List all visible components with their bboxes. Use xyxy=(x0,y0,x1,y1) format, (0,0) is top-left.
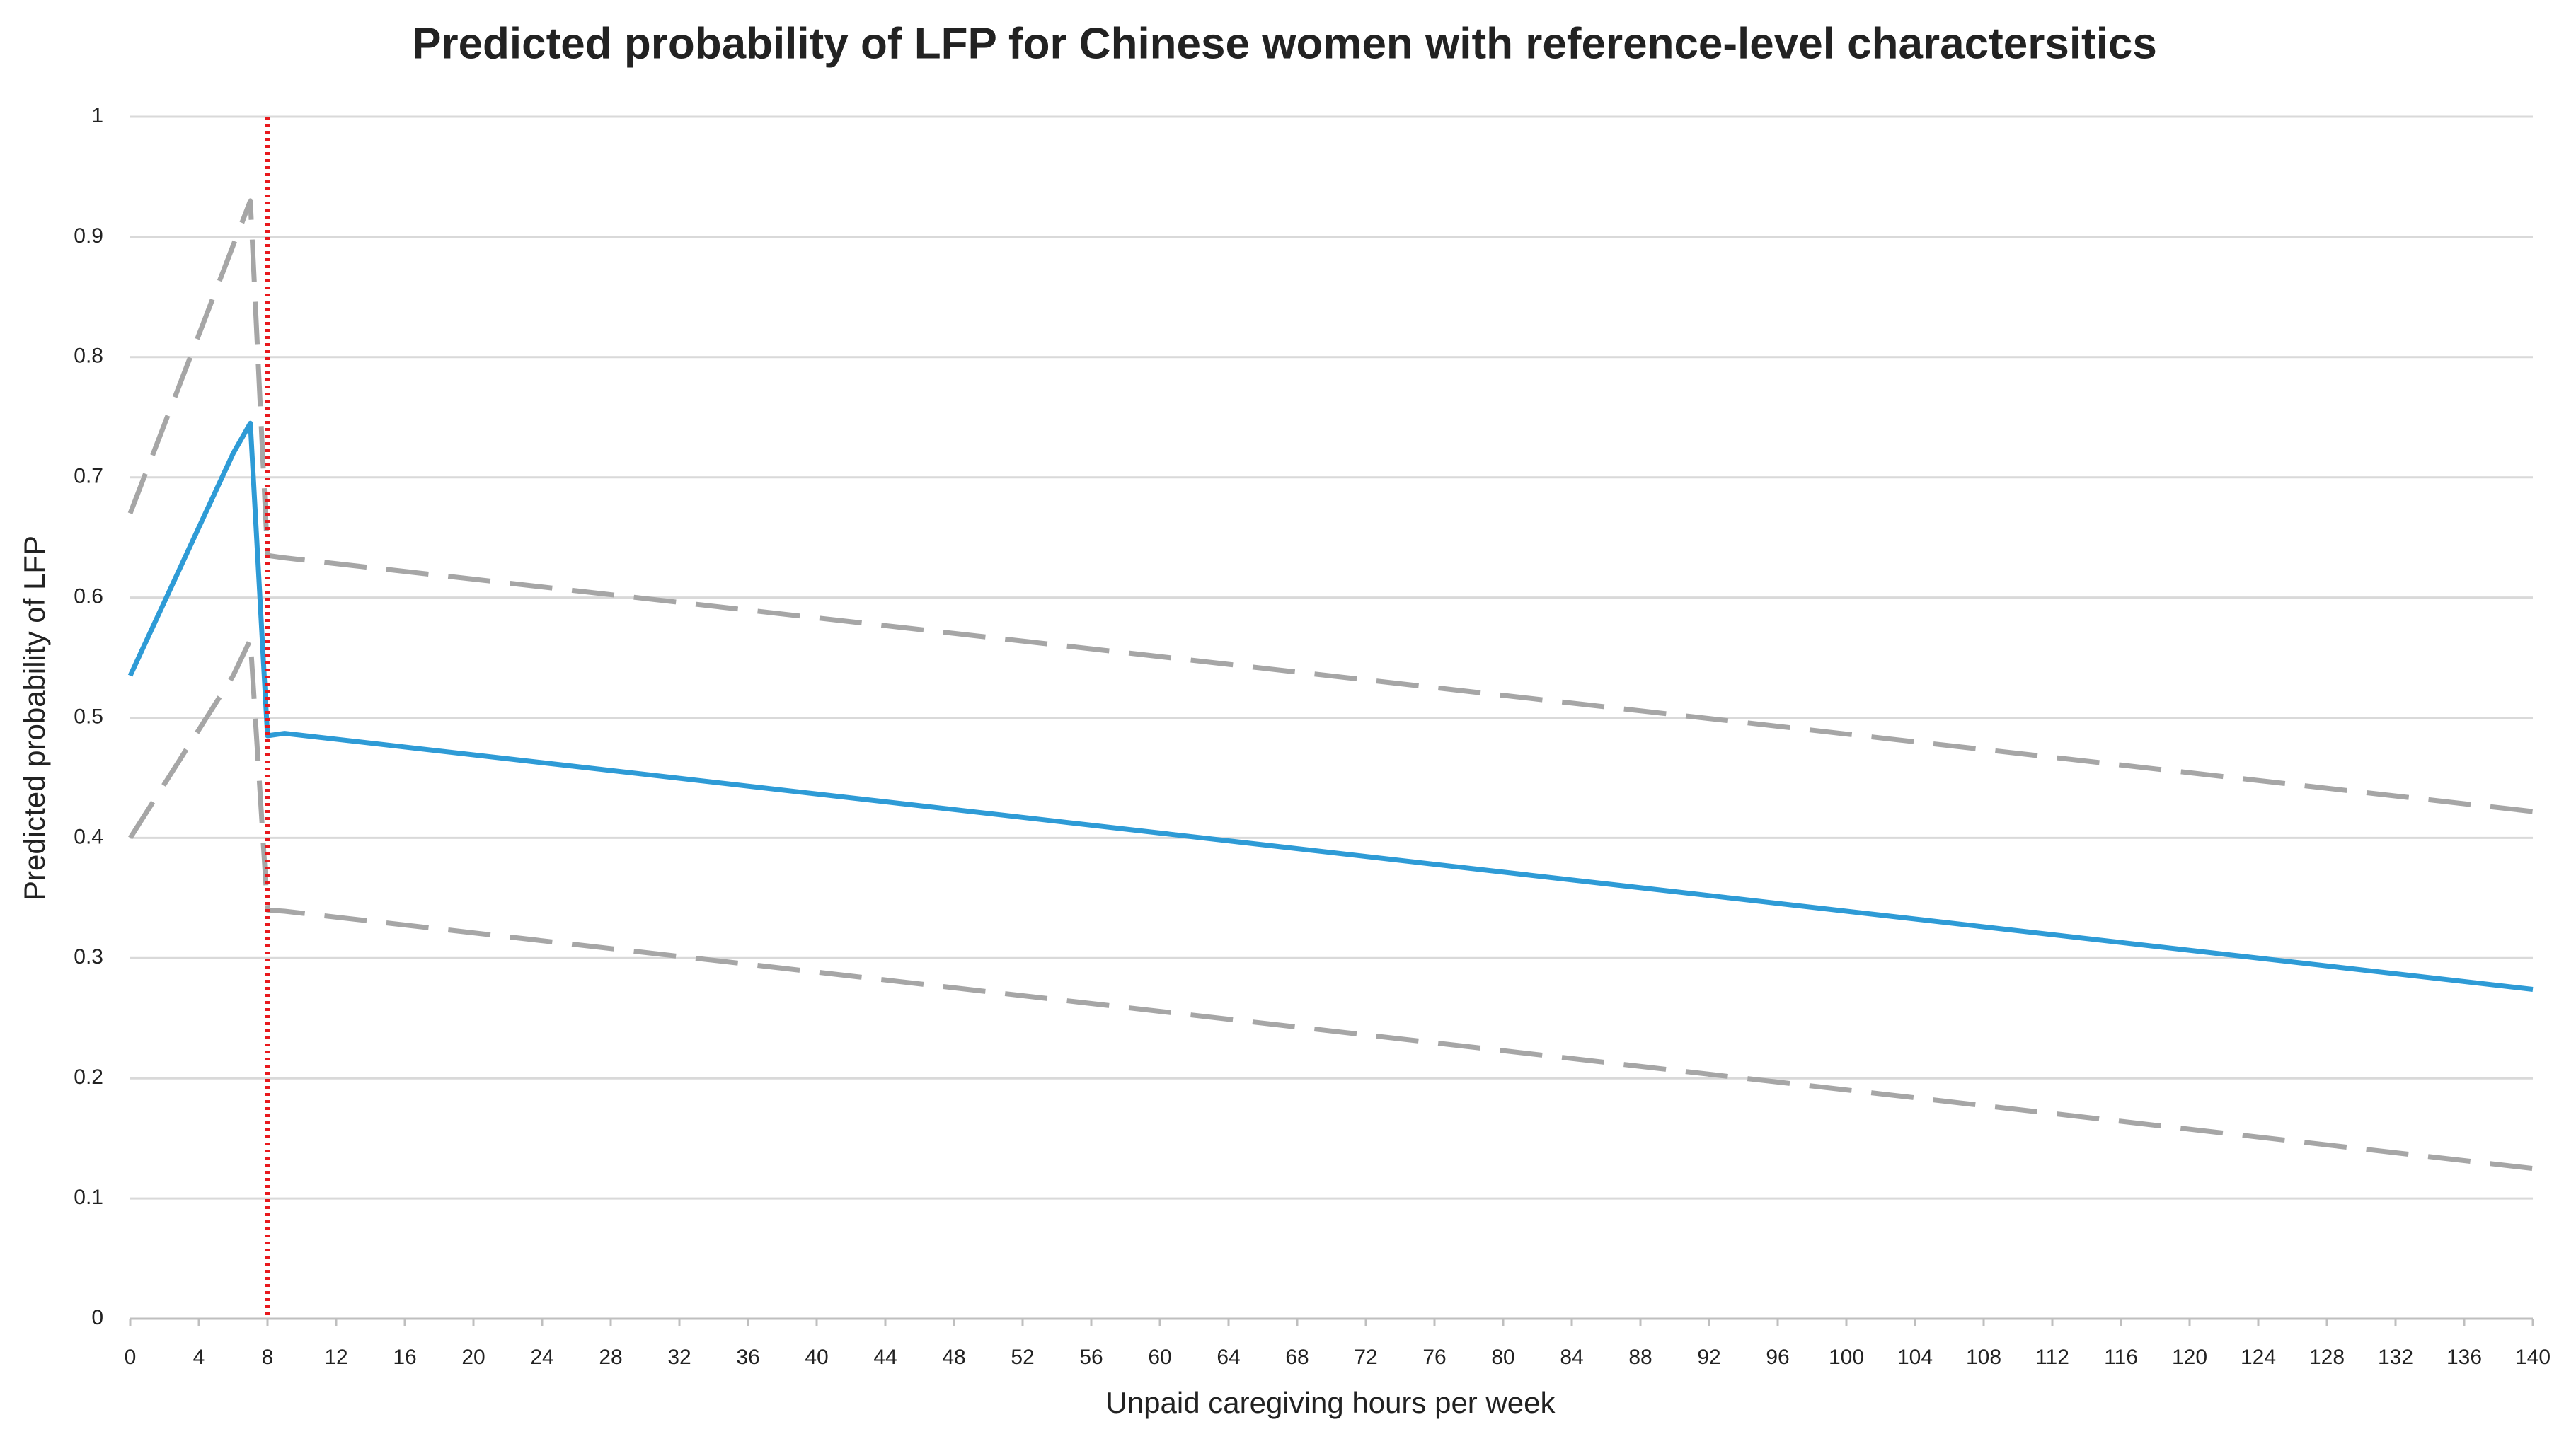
x-tick-label: 60 xyxy=(1148,1346,1171,1369)
y-tick-label: 0.6 xyxy=(74,585,103,608)
x-tick-label: 4 xyxy=(193,1346,205,1369)
x-tick-label: 8 xyxy=(262,1346,274,1369)
x-tick-label: 52 xyxy=(1011,1346,1034,1369)
chart-title: Predicted probability of LFP for Chinese… xyxy=(412,19,2157,68)
x-tick-label: 108 xyxy=(1966,1346,2001,1369)
x-tick-label: 80 xyxy=(1491,1346,1514,1369)
x-tick-label: 48 xyxy=(942,1346,965,1369)
x-tick-label: 124 xyxy=(2241,1346,2276,1369)
prediction-line xyxy=(127,420,2534,992)
x-tick-label: 84 xyxy=(1560,1346,1583,1369)
x-tick-label: 20 xyxy=(461,1346,485,1369)
x-tick-label: 128 xyxy=(2309,1346,2345,1369)
y-tick-label: 1 xyxy=(91,104,103,127)
y-tick-label: 0.8 xyxy=(74,345,103,368)
y-tick-label: 0.5 xyxy=(74,705,103,728)
x-tick-label: 140 xyxy=(2515,1346,2551,1369)
x-tick-label: 88 xyxy=(1628,1346,1652,1369)
x-tick-label: 36 xyxy=(736,1346,759,1369)
x-tick-label: 16 xyxy=(393,1346,416,1369)
y-tick-label: 0.7 xyxy=(74,465,103,488)
x-tick-label: 28 xyxy=(599,1346,622,1369)
y-tick-label: 0.3 xyxy=(74,945,103,969)
x-tick-label: 112 xyxy=(2035,1346,2069,1369)
y-tick-label: 0.2 xyxy=(74,1065,103,1089)
x-tick-label: 12 xyxy=(324,1346,347,1369)
x-tick-label: 100 xyxy=(1829,1346,1864,1369)
y-tick-label: 0 xyxy=(91,1306,103,1329)
x-tick-label: 44 xyxy=(873,1346,897,1369)
confidence-line xyxy=(127,198,2534,814)
x-tick-label: 64 xyxy=(1217,1346,1240,1369)
x-tick-label: 116 xyxy=(2104,1346,2138,1369)
y-tick-label: 0.9 xyxy=(74,224,103,248)
x-tick-label: 0 xyxy=(125,1346,137,1369)
x-tick-label: 132 xyxy=(2378,1346,2413,1369)
x-tick-label: 56 xyxy=(1079,1346,1103,1369)
x-tick-label: 24 xyxy=(530,1346,553,1369)
x-tick-label: 40 xyxy=(805,1346,828,1369)
x-tick-label: 32 xyxy=(667,1346,691,1369)
y-axis-label: Predicted probability of LFP xyxy=(18,536,51,901)
x-tick-label: 120 xyxy=(2172,1346,2207,1369)
x-tick-label: 76 xyxy=(1422,1346,1446,1369)
x-tick-label: 136 xyxy=(2446,1346,2482,1369)
x-axis-label: Unpaid caregiving hours per week xyxy=(1105,1386,1556,1419)
x-tick-label: 92 xyxy=(1697,1346,1720,1369)
x-tick-label: 72 xyxy=(1354,1346,1377,1369)
confidence-line xyxy=(128,637,2534,1172)
y-tick-label: 0.1 xyxy=(74,1186,103,1209)
x-tick-label: 96 xyxy=(1766,1346,1789,1369)
x-tick-label: 68 xyxy=(1285,1346,1309,1369)
x-tick-label: 104 xyxy=(1897,1346,1933,1369)
y-tick-label: 0.4 xyxy=(74,825,103,848)
